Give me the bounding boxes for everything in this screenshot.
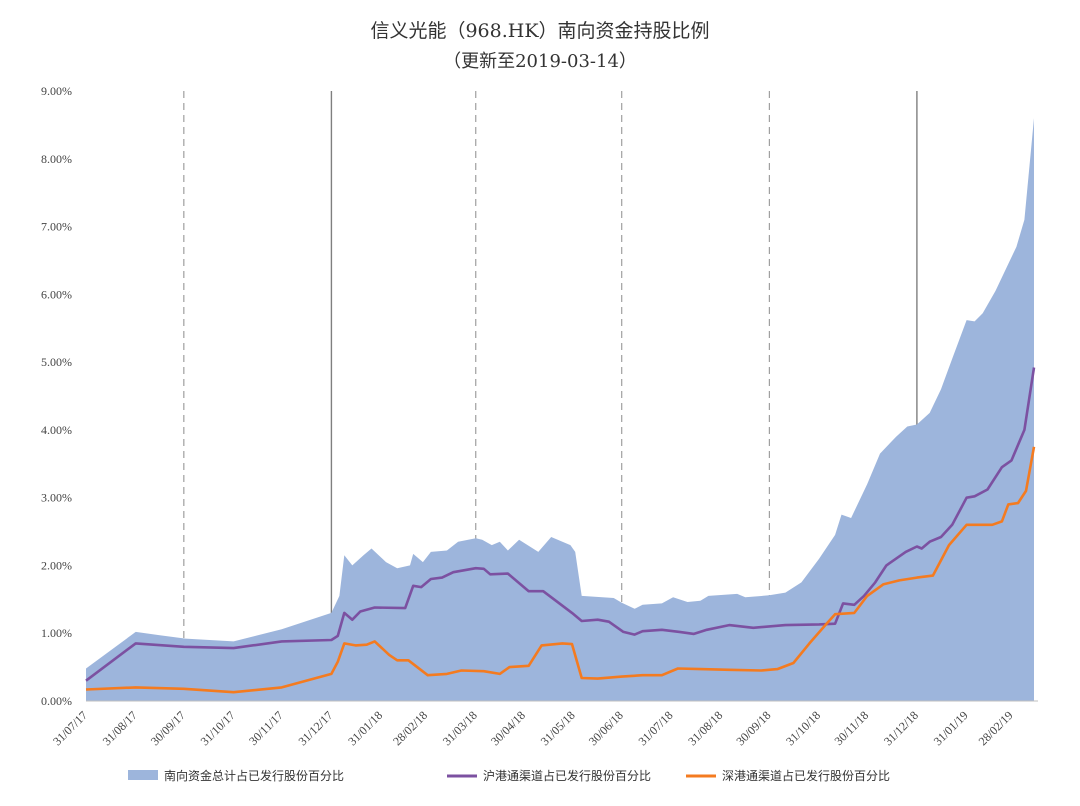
series-line-1	[85, 367, 1036, 682]
reference-lines	[183, 91, 918, 701]
series-area-0	[86, 118, 1034, 702]
y-axis-ticks: 0.00% 1.00% 2.00% 3.00% 4.00% 5.00% 6.00% 7.00%…	[41, 84, 72, 708]
y-tick-label: 3.00%	[41, 491, 72, 505]
x-tick-label: 30/11/18	[832, 708, 872, 748]
x-tick-label: 31/07/17	[50, 708, 90, 748]
y-tick-label: 6.00%	[41, 287, 72, 301]
x-tick-label: 31/01/19	[931, 708, 971, 748]
x-tick-label: 31/12/18	[881, 708, 921, 748]
x-tick-label: 30/04/18	[488, 708, 528, 748]
x-tick-label: 31/10/17	[198, 708, 238, 748]
x-tick-label: 31/01/18	[345, 708, 385, 748]
x-tick-label: 31/03/18	[440, 708, 480, 748]
line-series-layer	[85, 367, 1036, 694]
x-tick-label: 30/11/17	[246, 708, 286, 748]
x-tick-label: 31/07/18	[636, 708, 676, 748]
legend-swatch-0	[128, 770, 158, 780]
x-tick-label: 31/12/17	[295, 708, 335, 748]
x-tick-label: 30/06/18	[586, 708, 626, 748]
legend-label-2: 深港通渠道占已发行股份百分比	[722, 768, 890, 783]
y-tick-label: 2.00%	[41, 558, 72, 572]
series-line-2	[85, 446, 1036, 694]
y-tick-label: 1.00%	[41, 626, 72, 640]
x-tick-label: 31/08/17	[100, 708, 140, 748]
x-tick-label: 30/09/17	[148, 708, 188, 748]
y-tick-label: 9.00%	[41, 84, 72, 98]
chart-subtitle: （更新至2019-03-14）	[443, 51, 637, 72]
y-tick-label: 8.00%	[41, 152, 72, 166]
y-tick-label: 5.00%	[41, 355, 72, 369]
x-tick-label: 28/02/19	[976, 708, 1016, 748]
x-tick-label: 30/09/18	[733, 708, 773, 748]
area-series-layer	[86, 118, 1034, 702]
x-axis-ticks: 31/07/17 31/08/17 30/09/17 31/10/17 30/11/17…	[50, 708, 1016, 748]
x-tick-label: 31/10/18	[783, 708, 823, 748]
y-tick-label: 0.00%	[41, 694, 72, 708]
legend: 南向资金总计占已发行股份百分比 沪港通渠道占已发行股份百分比 深港通渠道占已发行股份…	[128, 768, 890, 783]
y-tick-label: 7.00%	[41, 220, 72, 234]
x-tick-label: 28/02/18	[390, 708, 430, 748]
y-tick-label: 4.00%	[41, 423, 72, 437]
x-tick-label: 31/08/18	[685, 708, 725, 748]
legend-label-0: 南向资金总计占已发行股份百分比	[164, 768, 344, 783]
legend-label-1: 沪港通渠道占已发行股份百分比	[483, 768, 651, 783]
x-tick-label: 31/05/18	[538, 708, 578, 748]
chart-title: 信义光能（968.HK）南向资金持股比例	[370, 20, 709, 42]
